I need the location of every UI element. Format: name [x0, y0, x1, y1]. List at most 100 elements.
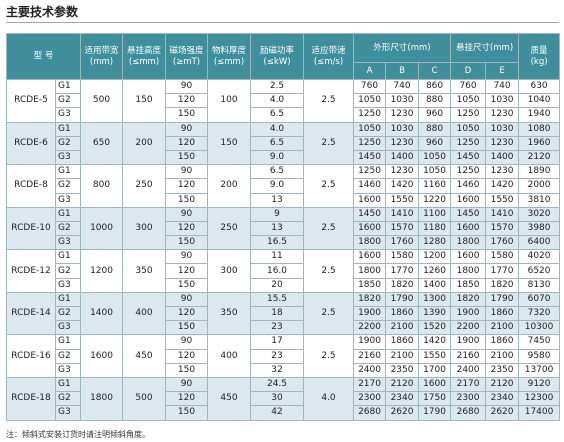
model-cell: RCDE-18: [6, 376, 56, 421]
mass-cell: 4020: [518, 249, 561, 265]
width-cell: 1400: [80, 291, 124, 336]
field-cell: 90: [165, 78, 209, 95]
power-cell: 42: [250, 405, 305, 421]
data-row: G2 120 6.5 1250 1230 960 1250 1230 1960: [7, 135, 561, 151]
grade-cell: G1: [54, 164, 82, 180]
dimension-cell: 2400: [353, 362, 387, 378]
speed-cell: 2.5: [303, 164, 355, 208]
mass-cell: 2120: [518, 149, 561, 166]
dimension-cell: 1450: [353, 206, 387, 222]
dimension-cell: 740: [385, 78, 420, 95]
header-cell: 悬挂尺寸(mm): [450, 33, 520, 63]
dimension-cell: 760: [353, 78, 387, 95]
dimension-cell: 1400: [385, 149, 420, 166]
dimension-cell: 1100: [418, 206, 452, 222]
grade-cell: G1: [54, 376, 82, 393]
dimension-cell: 1600: [450, 249, 487, 265]
dimension-cell: 1420: [485, 178, 520, 194]
dimension-cell: 1820: [353, 291, 387, 308]
data-row: RCDE-16 G1 1600 450 90 400 17 2.5 1900 1860 1420 19…: [6, 334, 561, 378]
dimension-cell: 1860: [485, 334, 520, 350]
dimension-cell: 1770: [485, 263, 520, 279]
mass-cell: 3810: [518, 192, 561, 208]
thickness-cell: 400: [207, 334, 252, 378]
header-cell: 悬挂高度 (≤mm): [122, 33, 167, 80]
data-row: RCDE-14 G1 1400 400 90 350 15.5 2.5 1820 1790 1300…: [6, 291, 561, 336]
header-subcell: E: [485, 62, 520, 80]
dimension-cell: 740: [485, 78, 520, 95]
mass-cell: 3980: [518, 220, 561, 237]
dimension-cell: 1230: [485, 107, 520, 123]
header-unit: (mm): [89, 56, 114, 67]
dimension-cell: 1800: [450, 235, 487, 251]
speed-cell: 2.5: [303, 334, 355, 378]
field-cell: 150: [165, 362, 209, 378]
field-cell: 90: [165, 121, 209, 137]
power-cell: 23: [250, 320, 305, 336]
dimension-cell: 1790: [418, 405, 452, 421]
header-label: 物料厚度: [212, 45, 247, 56]
dimension-cell: 1460: [450, 178, 487, 194]
grade-cell: G3: [54, 277, 82, 293]
dimension-cell: 1820: [450, 291, 487, 308]
table-header: 型 号适用带宽 (mm) 悬挂高度 (≤mm) 磁场强度 (≥mT) 物料厚度 (≤mm) 励磁…: [5, 33, 561, 80]
dimension-cell: 2350: [485, 362, 520, 378]
width-cell: 500: [80, 79, 124, 123]
dimension-cell: 1250: [450, 135, 487, 151]
dimension-cell: 1580: [385, 249, 420, 265]
thickness-cell: 100: [207, 79, 252, 123]
field-cell: 120: [165, 220, 209, 237]
field-cell: 150: [165, 192, 209, 208]
dimension-cell: 1570: [485, 220, 520, 237]
height-cell: 150: [122, 79, 167, 123]
mass-cell: 8130: [518, 277, 561, 293]
grade-cell: G2: [54, 178, 82, 194]
grade-cell: G3: [54, 107, 82, 123]
field-cell: 150: [165, 107, 209, 123]
mass-cell: 6070: [518, 291, 561, 308]
data-row: G3 150 6.5 1250 1230 960 1250 1230 1940: [7, 107, 561, 123]
grade-cell: G2: [54, 305, 82, 322]
power-cell: 18: [250, 305, 305, 322]
power-cell: 15.5: [250, 291, 305, 308]
dimension-cell: 1300: [418, 291, 452, 308]
data-row: G3 150 42 2680 2620 1790 2680 2620 17400: [7, 405, 561, 421]
dimension-cell: 1750: [418, 391, 452, 407]
header-cell: 质量 (kg): [518, 33, 561, 80]
speed-cell: 4.0: [303, 376, 355, 421]
header-cell: 磁场强度 (≥mT): [165, 33, 209, 80]
power-cell: 16.0: [250, 263, 305, 279]
power-cell: 2.5: [250, 78, 305, 95]
header-row: 型 号适用带宽 (mm) 悬挂高度 (≤mm) 磁场强度 (≥mT) 物料厚度 (≤mm) 励磁…: [5, 33, 561, 80]
header-unit: (≤mm): [128, 56, 160, 67]
dimension-cell: 880: [418, 121, 452, 137]
height-cell: 500: [122, 376, 167, 421]
data-row: RCDE-12 G1 1200 350 90 300 11 2.5 1600 1580 1200 16…: [6, 249, 561, 293]
dimension-cell: 1050: [418, 149, 452, 166]
dimension-cell: 1600: [353, 192, 387, 208]
dimension-cell: 2100: [485, 320, 520, 336]
mass-cell: 1890: [518, 164, 561, 180]
dimension-cell: 1050: [450, 121, 487, 137]
height-cell: 200: [122, 121, 167, 166]
dimension-cell: 1520: [418, 320, 452, 336]
thickness-cell: 250: [207, 206, 252, 251]
dimension-cell: 1900: [353, 334, 387, 350]
dimension-cell: 1030: [385, 93, 420, 109]
dimension-cell: 1450: [450, 206, 487, 222]
speed-cell: 2.5: [303, 291, 355, 336]
dimension-cell: 1790: [485, 291, 520, 308]
grade-cell: G1: [54, 206, 82, 222]
field-cell: 120: [165, 391, 209, 407]
power-cell: 6.5: [250, 135, 305, 151]
grade-cell: G3: [54, 192, 82, 208]
grade-cell: G3: [54, 320, 82, 336]
mass-cell: 1040: [518, 93, 561, 109]
dimension-cell: 1450: [353, 149, 387, 166]
dimension-cell: 2170: [353, 376, 387, 393]
dimension-cell: 2400: [450, 362, 487, 378]
dimension-cell: 1800: [353, 235, 387, 251]
data-row: G2 120 30 2300 2340 1750 2300 2340 12300: [7, 391, 561, 407]
header-cell: 励磁功率 (≤kW): [250, 33, 305, 80]
grade-cell: G1: [54, 334, 82, 350]
